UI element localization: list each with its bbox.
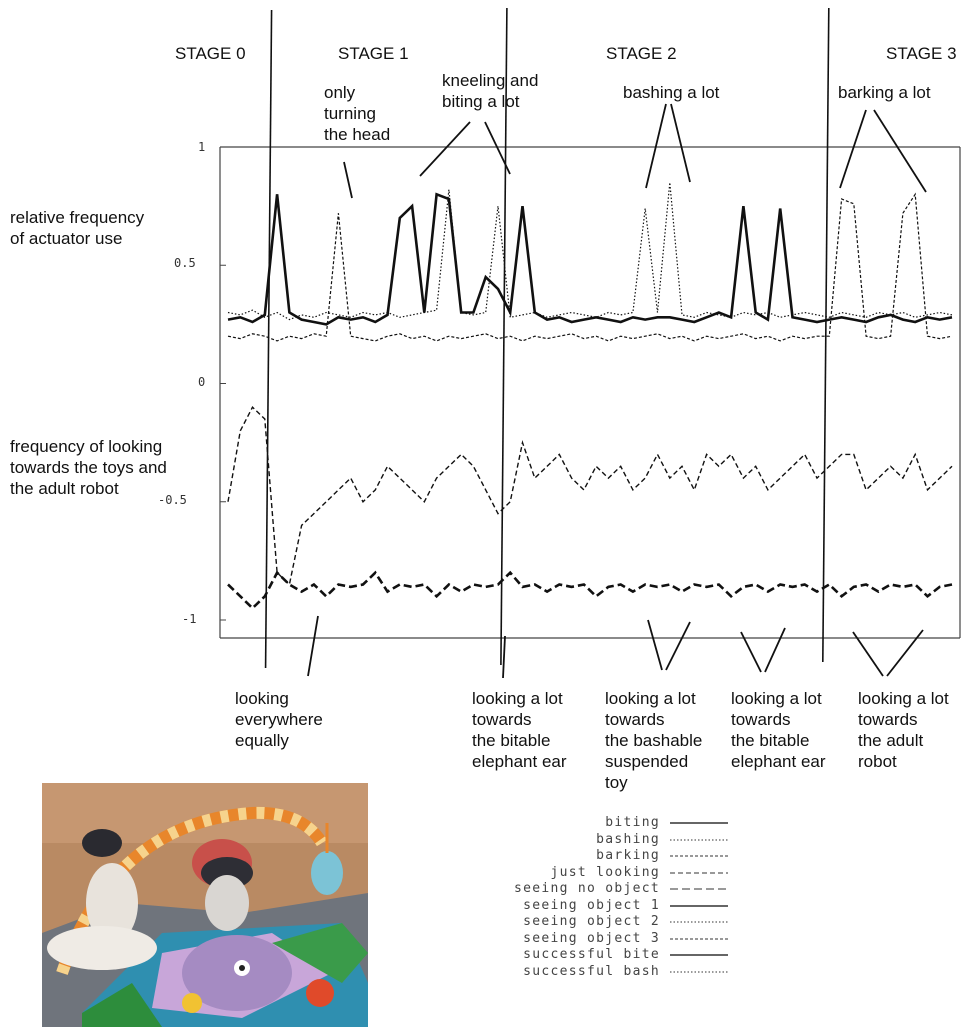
legend-item: just looking: [440, 865, 730, 882]
legend-label: seeing object 1: [523, 897, 660, 913]
legend-swatch: [670, 938, 728, 940]
legend-swatch: [670, 905, 728, 907]
arrow-ear2-left: [740, 631, 762, 673]
stage-2-label: STAGE 2: [606, 44, 677, 63]
series-line-barking: [227, 192, 953, 342]
legend-label: successful bash: [523, 963, 660, 979]
series-line-biting: [227, 192, 953, 326]
legend-label: barking: [596, 848, 660, 863]
annotation-barking-a-lot: barking a lot: [838, 83, 931, 102]
legend-item: seeing object 3: [440, 931, 730, 948]
y-tick-0: 0: [198, 375, 206, 389]
y-tick-minus-0.5: -0.5: [158, 493, 187, 507]
legend-label: bashing: [596, 831, 660, 847]
legend-label: biting: [605, 815, 660, 830]
legend-label: seeing object 2: [523, 914, 660, 929]
stage-3-label: STAGE 3: [886, 44, 957, 63]
legend-swatch: [670, 855, 728, 857]
legend-swatch: [670, 921, 728, 923]
legend-swatch: [670, 971, 728, 973]
arrow-barking-right: [873, 109, 927, 193]
legend-item: seeing object 1: [440, 898, 730, 915]
legend-item: successful bite: [440, 947, 730, 964]
annotation-bashing-a-lot: bashing a lot: [623, 83, 720, 102]
legend-swatch: [670, 872, 728, 874]
series-line-seeing-no-object: [227, 570, 953, 611]
line-chart: [219, 7, 961, 679]
stage-boundary-3: [822, 7, 830, 663]
legend-swatch: [670, 954, 728, 956]
y-tick-0.5: 0.5: [174, 256, 196, 270]
arrow-barking-left: [839, 109, 867, 189]
annotation-only-turning-head: only turning the head: [324, 83, 391, 144]
annotation-looking-elephant-ear-2: looking a lot towards the bitable elepha…: [731, 689, 826, 771]
legend-item: successful bash: [440, 964, 730, 981]
legend-label: successful bite: [523, 947, 660, 962]
annotation-looking-elephant-ear-1: looking a lot towards the bitable elepha…: [472, 689, 567, 771]
stage-1-label: STAGE 1: [338, 44, 409, 63]
arrow-bashing-right: [670, 103, 691, 183]
arrow-adult-left: [852, 631, 884, 677]
arrow-ear1: [502, 635, 506, 679]
legend-label: just looking: [550, 864, 660, 880]
arrow-kneeling-left: [419, 121, 471, 177]
robot-playmat-photo: [42, 783, 368, 1027]
series-line-just-looking: [227, 406, 953, 586]
arrow-bashing-left: [645, 103, 667, 189]
legend-label: seeing no object: [513, 881, 660, 896]
legend-label: seeing object 3: [523, 930, 660, 946]
arrow-kneeling-right: [484, 121, 511, 175]
y-tick-1: 1: [198, 140, 206, 154]
series-line-bashing: [227, 182, 953, 321]
arrow-adult-right: [886, 629, 924, 677]
annotation-looking-bashable-toy: looking a lot towards the bashable suspe…: [605, 689, 703, 792]
looking-frequency-label: frequency of looking towards the toys an…: [10, 437, 167, 498]
legend-item: bashing: [440, 832, 730, 849]
arrow-everywhere-left: [307, 615, 319, 677]
stage-0-label: STAGE 0: [175, 44, 246, 63]
legend-swatch: [670, 822, 728, 824]
annotation-looking-adult-robot: looking a lot towards the adult robot: [858, 689, 949, 771]
stage-boundary-1: [264, 9, 273, 669]
arrow-ear2-right: [764, 627, 786, 673]
legend-item: seeing object 2: [440, 914, 730, 931]
stage-boundary-2: [500, 7, 508, 666]
arrow-bashable-right: [665, 621, 691, 671]
actuator-use-label: relative frequency of actuator use: [10, 208, 145, 248]
legend-swatch: [670, 888, 728, 890]
arrow-bashable-left: [647, 619, 663, 671]
legend-item: barking: [440, 848, 730, 865]
arrow-turning: [343, 161, 353, 199]
y-tick-minus-1: -1: [182, 612, 197, 626]
legend-item: seeing no object: [440, 881, 730, 898]
legend-swatch: [670, 839, 728, 841]
legend: biting bashing barking just looking seeing n…: [440, 815, 730, 980]
annotation-looking-everywhere: looking everywhere equally: [235, 689, 323, 750]
legend-item: biting: [440, 815, 730, 832]
